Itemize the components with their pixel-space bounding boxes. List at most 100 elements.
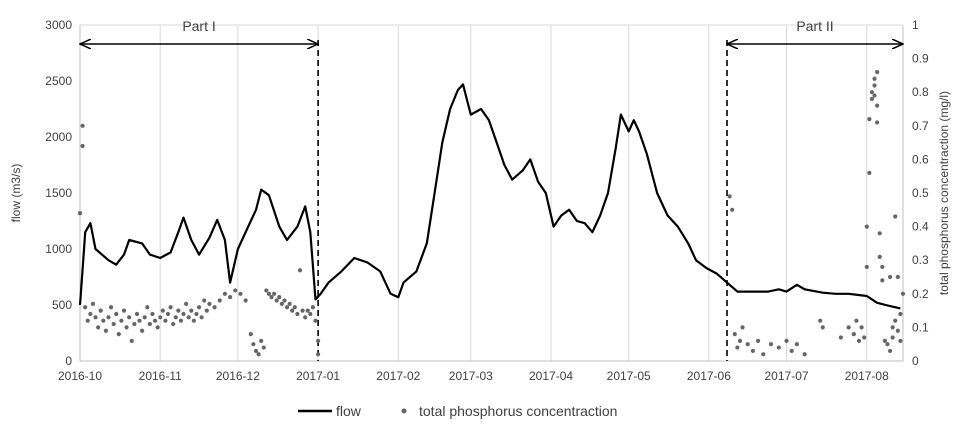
phosphorus-point: [106, 315, 111, 320]
phosphorus-point: [181, 311, 186, 317]
phosphorus-point: [303, 315, 308, 320]
phosphorus-point: [872, 76, 877, 81]
phosphorus-point: [284, 305, 290, 310]
phosphorus-point: [272, 291, 277, 296]
phosphorus-point: [168, 305, 173, 310]
phosphorus-point: [233, 288, 238, 293]
phosphorus-point: [217, 298, 222, 303]
phosphorus-point: [316, 352, 321, 357]
x-tick-label: 2016-12: [216, 369, 260, 383]
phosphorus-point: [199, 315, 204, 320]
phosphorus-point: [875, 103, 880, 108]
phosphorus-point: [173, 315, 178, 320]
phosphorus-point: [134, 311, 140, 317]
phosphorus-point: [282, 298, 287, 303]
phosphorus-point: [129, 338, 134, 343]
phosphorus-point: [789, 348, 794, 354]
phosphorus-point: [838, 335, 843, 340]
y2-tick-label: 0.7: [912, 119, 929, 133]
phosphorus-point: [735, 345, 740, 350]
x-tick-label: 2017-05: [607, 369, 651, 383]
phosphorus-point: [212, 305, 217, 310]
phosphorus-point: [145, 305, 150, 310]
phosphorus-point: [893, 318, 898, 323]
phosphorus-point: [784, 338, 789, 343]
phosphorus-point: [310, 305, 316, 310]
phosphorus-point: [877, 231, 882, 236]
y-tick-label: 1500: [45, 186, 72, 200]
phosphorus-point: [732, 332, 737, 337]
phosphorus-point: [846, 325, 851, 330]
phosphorus-point: [165, 311, 171, 317]
phosphorus-point: [730, 207, 735, 212]
phosphorus-point: [727, 194, 732, 199]
phosphorus-point: [186, 315, 191, 320]
phosphorus-point: [279, 301, 284, 306]
phosphorus-point: [251, 342, 256, 347]
phosphorus-point: [207, 301, 212, 306]
phosphorus-point: [194, 311, 199, 317]
phosphorus-point: [103, 328, 108, 333]
phosphorus-point: [895, 274, 900, 280]
phosphorus-point: [238, 291, 243, 296]
phosphorus-point: [295, 311, 300, 317]
phosphorus-point: [111, 321, 116, 327]
phosphorus-point: [150, 311, 155, 317]
phosphorus-point: [867, 170, 872, 175]
phosphorus-point: [802, 352, 807, 357]
y2-axis-title: total phosphorus concentraction (mg/l): [937, 91, 951, 295]
phosphorus-point: [80, 143, 85, 149]
phosphorus-point: [851, 332, 856, 337]
phosphorus-point: [877, 254, 882, 259]
phosphorus-point: [292, 305, 297, 310]
chart-legend: flow total phosphorus concentraction: [298, 403, 617, 419]
phosphorus-point: [196, 305, 202, 310]
phosphorus-point: [256, 352, 261, 357]
y2-tick-label: 0.2: [912, 287, 929, 301]
phosphorus-point: [890, 325, 895, 330]
phosphorus-point: [178, 318, 184, 323]
phosphorus-point: [893, 214, 898, 219]
y2-tick-label: 0.1: [912, 320, 929, 334]
phosphorus-point: [261, 345, 266, 350]
phosphorus-point: [900, 291, 906, 296]
phosphorus-point: [768, 342, 774, 347]
phosphorus-point: [269, 295, 274, 300]
phosphorus-point: [184, 301, 189, 306]
phosphorus-point: [202, 298, 207, 303]
phosphorus-point: [755, 338, 761, 343]
y-tick-label: 2000: [45, 130, 72, 144]
y2-tick-label: 0.9: [912, 52, 929, 66]
phosphorus-point: [864, 224, 869, 229]
phosphorus-point: [83, 305, 88, 310]
phosphorus-point: [859, 325, 864, 330]
phosphorus-point: [158, 315, 163, 320]
phosphorus-point: [776, 345, 781, 350]
phosphorus-point: [121, 308, 127, 313]
y-tick-label: 1000: [45, 242, 72, 256]
phosphorus-point: [898, 311, 903, 317]
phosphorus-point: [137, 318, 142, 323]
phosphorus-point: [155, 325, 160, 330]
phosphorus-point: [114, 311, 119, 317]
phosphorus-point: [872, 93, 877, 98]
phosphorus-point: [885, 342, 890, 347]
phosphorus-point: [163, 318, 168, 323]
legend-phosphorus-swatch: [401, 408, 407, 414]
phosphorus-point: [147, 321, 152, 327]
x-tick-label: 2017-08: [845, 369, 889, 383]
phosphorus-point: [222, 291, 228, 296]
phosphorus-point: [140, 328, 145, 333]
y-tick-label: 3000: [45, 18, 72, 32]
phosphorus-point: [820, 325, 825, 330]
phosphorus-point: [864, 264, 869, 270]
phosphorus-point: [290, 308, 295, 313]
phosphorus-point: [794, 342, 799, 347]
y2-tick-label: 0: [912, 354, 919, 368]
phosphorus-point: [887, 274, 893, 280]
phosphorus-point: [88, 311, 93, 317]
phosphorus-point: [248, 332, 253, 337]
phosphorus-point: [856, 338, 862, 343]
x-tick-label: 2016-10: [58, 369, 102, 383]
phosphorus-point: [761, 352, 766, 357]
